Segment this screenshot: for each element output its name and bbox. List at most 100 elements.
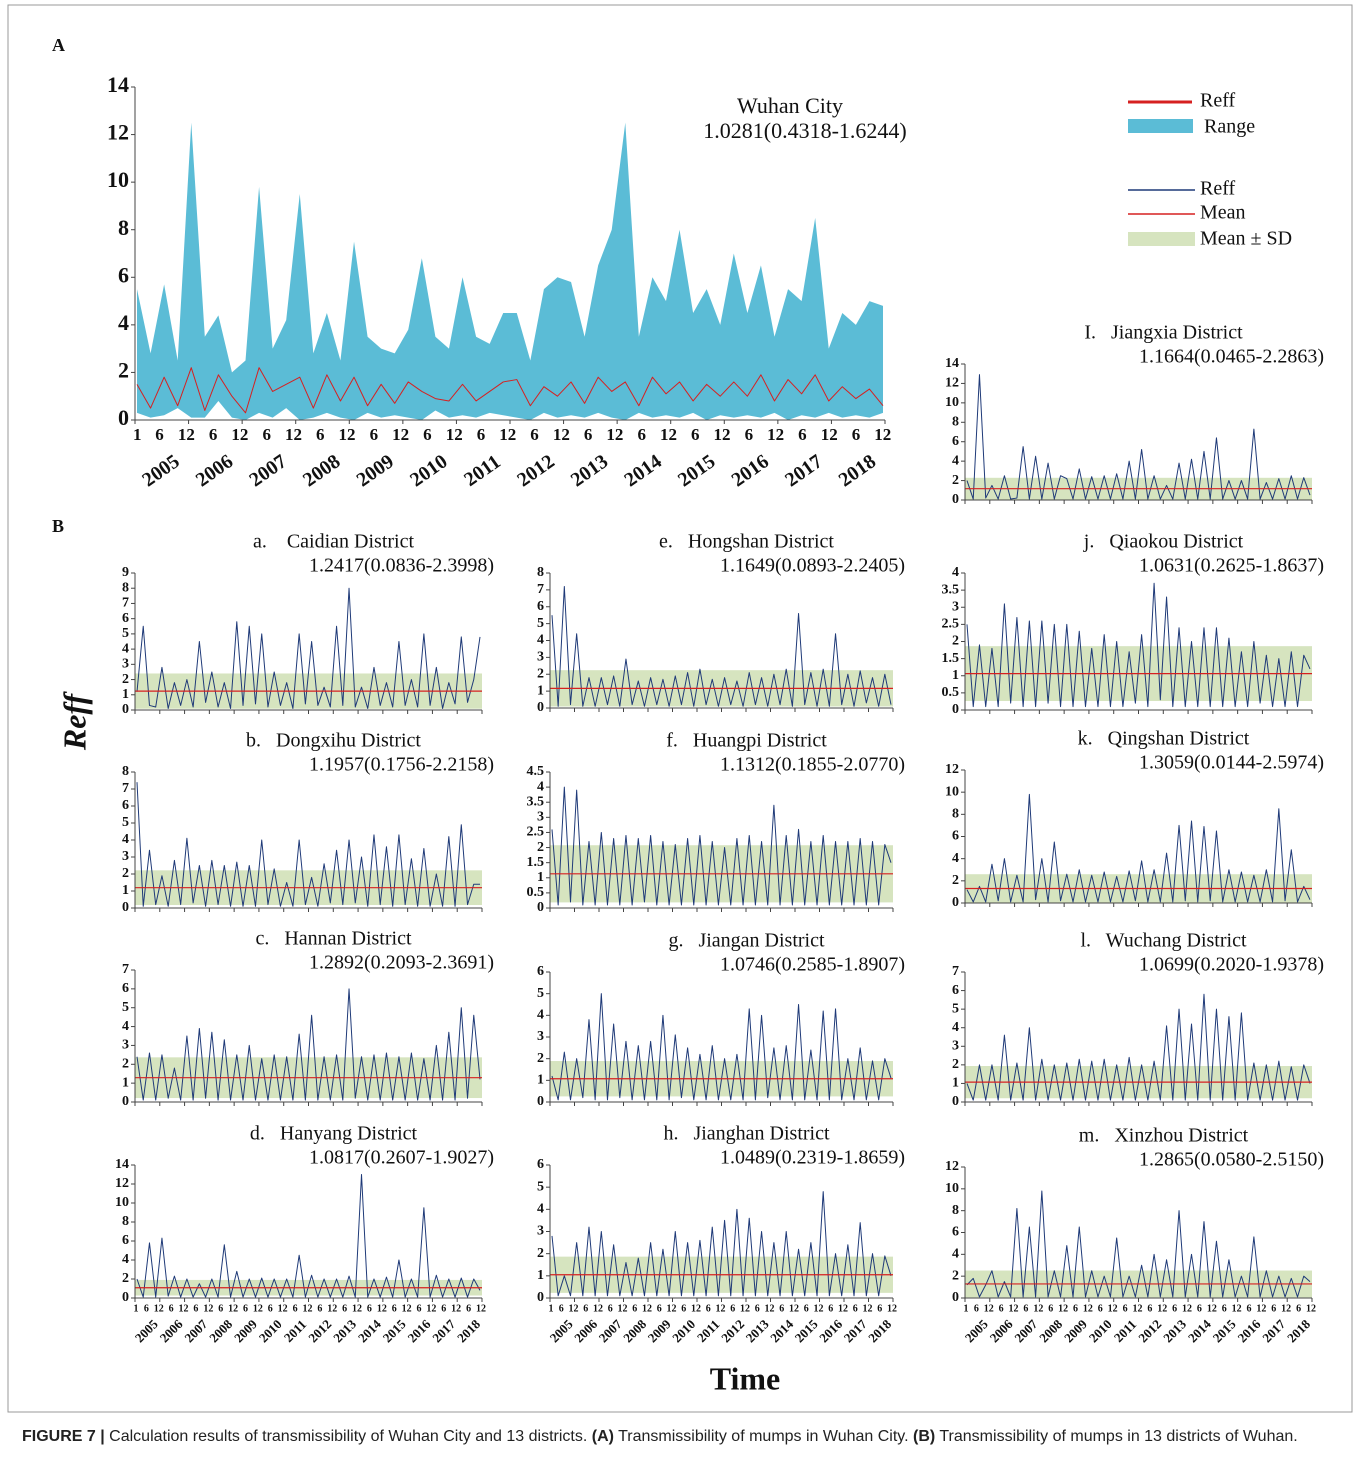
y-tick-label: 8: [952, 415, 959, 430]
month-label: 12: [691, 1303, 701, 1314]
y-tick-label: 2: [537, 1051, 544, 1066]
y-tick-label: 12: [945, 1159, 959, 1174]
chart-title: a. Caidian District: [253, 531, 415, 553]
reff-line: [136, 587, 481, 709]
chart-title: g. Jiangan District: [668, 930, 825, 952]
year-label: 2012: [513, 450, 558, 491]
month-label: 6: [632, 1303, 637, 1314]
year-label: 2018: [835, 450, 880, 491]
month-label: 12: [1132, 1303, 1142, 1314]
month-label: 6: [1247, 1303, 1252, 1314]
legend-label: Range: [1204, 116, 1255, 138]
year-label: 2017: [841, 1316, 870, 1345]
legend-label: Mean: [1200, 202, 1246, 224]
y-tick-label: 8: [537, 565, 544, 580]
reff-line: [136, 367, 884, 414]
reff-line: [136, 988, 481, 1101]
month-label: 6: [755, 1303, 760, 1314]
month-label: 6: [1123, 1303, 1128, 1314]
month-label: 12: [714, 425, 731, 444]
caption-text: Transmissibility of mumps in Wuhan City.: [613, 1428, 913, 1445]
year-label: 2006: [987, 1316, 1016, 1345]
month-label: 6: [423, 425, 432, 444]
month-label: 12: [642, 1303, 652, 1314]
year-label: 2014: [767, 1316, 796, 1345]
month-label: 12: [887, 1303, 897, 1314]
y-tick-label: 12: [107, 120, 129, 145]
year-label: 2006: [157, 1316, 186, 1345]
legend-label: Reff: [1200, 90, 1236, 112]
legend-swatch: [1128, 232, 1195, 246]
y-tick-label: 7: [537, 582, 544, 597]
y-tick-label: 5: [952, 1001, 959, 1016]
month-label: 6: [1023, 1303, 1028, 1314]
month-label: 12: [715, 1303, 725, 1314]
y-tick-label: 1.5: [527, 855, 545, 870]
month-label: 1: [133, 425, 142, 444]
y-tick-label: 3: [952, 599, 959, 614]
chart-title: e. Hongshan District: [659, 531, 834, 553]
chart-title: b. Dongxihu District: [246, 730, 421, 752]
y-tick-label: 4: [537, 1008, 544, 1023]
year-label: 2008: [620, 1316, 649, 1345]
month-label: 12: [813, 1303, 823, 1314]
month-label: 12: [178, 425, 195, 444]
year-label: 2008: [299, 450, 344, 491]
y-tick-label: 5: [122, 626, 129, 641]
year-label: 2009: [231, 1316, 260, 1345]
month-label: 6: [530, 425, 539, 444]
y-tick-label: 3: [537, 1029, 544, 1044]
year-label: 2015: [380, 1316, 409, 1345]
y-tick-label: 5: [537, 1179, 544, 1194]
annotation: 1.1957(0.1756-2.2158): [309, 754, 494, 776]
y-tick-label: 12: [945, 762, 959, 777]
annotation: 1.1649(0.0893-2.2405): [720, 555, 905, 577]
y-tick-label: 0: [952, 895, 959, 910]
chart-title: c. Hannan District: [255, 928, 412, 950]
y-tick-label: 0.5: [942, 685, 960, 700]
y-tick-label: 6: [952, 434, 959, 449]
y-tick-label: 0: [537, 1094, 544, 1109]
year-label: 2010: [256, 1316, 285, 1345]
month-label: 6: [559, 1303, 564, 1314]
y-tick-label: 1: [122, 687, 129, 702]
month-label: 12: [984, 1303, 994, 1314]
month-label: 6: [316, 425, 325, 444]
month-label: 6: [218, 1303, 223, 1314]
y-tick-label: 10: [945, 1181, 959, 1196]
year-label: 2013: [567, 450, 612, 491]
month-label: 6: [392, 1303, 397, 1314]
caption-label: FIGURE 7 |: [22, 1428, 105, 1445]
y-tick-label: 4.5: [527, 764, 545, 779]
year-label: 2017: [429, 1316, 458, 1345]
month-label: 12: [617, 1303, 627, 1314]
year-label: 2017: [781, 450, 826, 491]
month-label: 12: [327, 1303, 337, 1314]
month-label: 12: [231, 425, 248, 444]
month-label: 6: [262, 425, 271, 444]
y-tick-label: 8: [122, 580, 129, 595]
month-label: 12: [339, 425, 356, 444]
year-label: 2008: [206, 1316, 235, 1345]
month-label: 6: [657, 1303, 662, 1314]
y-tick-label: 10: [107, 167, 129, 192]
y-tick-label: 5: [122, 1000, 129, 1015]
reff-line: [966, 1190, 1311, 1298]
year-label: 2016: [1234, 1316, 1263, 1345]
month-label: 6: [745, 425, 754, 444]
y-tick-label: 0: [952, 1290, 959, 1305]
month-label: 6: [144, 1303, 149, 1314]
month-label: 6: [441, 1303, 446, 1314]
y-tick-label: 0: [122, 900, 129, 915]
month-label: 12: [764, 1303, 774, 1314]
y-tick-label: 3: [537, 1224, 544, 1239]
y-tick-label: 6: [537, 599, 544, 614]
month-label: 6: [681, 1303, 686, 1314]
legend-label: Mean ± SD: [1200, 228, 1292, 250]
annotation: 1.1312(0.1855-2.0770): [720, 754, 905, 776]
y-tick-label: 8: [122, 764, 129, 779]
year-label: 2005: [962, 1316, 991, 1345]
month-label: 12: [568, 1303, 578, 1314]
y-tick-label: 10: [115, 1195, 129, 1210]
y-tick-label: 10: [945, 784, 959, 799]
